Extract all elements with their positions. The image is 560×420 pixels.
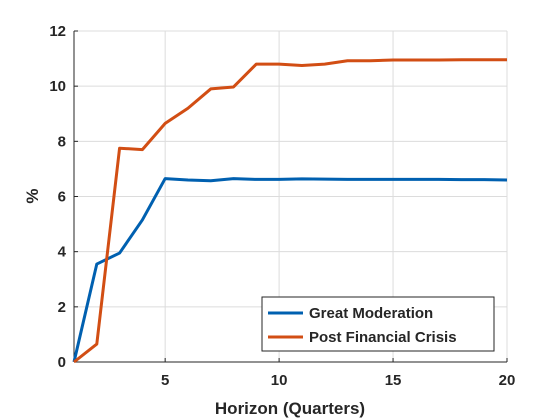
x-axis-title: Horizon (Quarters) bbox=[215, 399, 365, 418]
x-tick-label: 10 bbox=[271, 372, 288, 389]
legend: Great Moderation Post Financial Crisis bbox=[261, 296, 495, 352]
tick-labels: 5 10 15 20 0 2 4 6 8 10 12 bbox=[49, 23, 515, 389]
legend-label-post-financial-crisis: Post Financial Crisis bbox=[309, 329, 457, 346]
y-tick-label: 8 bbox=[58, 133, 66, 150]
gridlines bbox=[74, 30, 508, 363]
y-axis-title: % bbox=[23, 188, 42, 203]
legend-box bbox=[261, 296, 495, 352]
data-series bbox=[72, 58, 508, 364]
axes bbox=[73, 30, 508, 363]
y-tick-label: 2 bbox=[58, 299, 66, 316]
x-tick-label: 5 bbox=[161, 372, 169, 389]
x-tick-label: 15 bbox=[385, 372, 402, 389]
series-line-post-financial-crisis bbox=[73, 58, 507, 364]
y-tick-label: 0 bbox=[58, 354, 66, 371]
y-tick-label: 12 bbox=[49, 23, 66, 40]
x-tick-label: 20 bbox=[499, 372, 516, 389]
y-tick-label: 4 bbox=[58, 244, 67, 261]
y-tick-label: 10 bbox=[49, 78, 66, 95]
y-tick-label: 6 bbox=[58, 189, 66, 206]
series-line-great-moderation bbox=[72, 177, 508, 363]
legend-label-great-moderation: Great Moderation bbox=[309, 305, 433, 322]
